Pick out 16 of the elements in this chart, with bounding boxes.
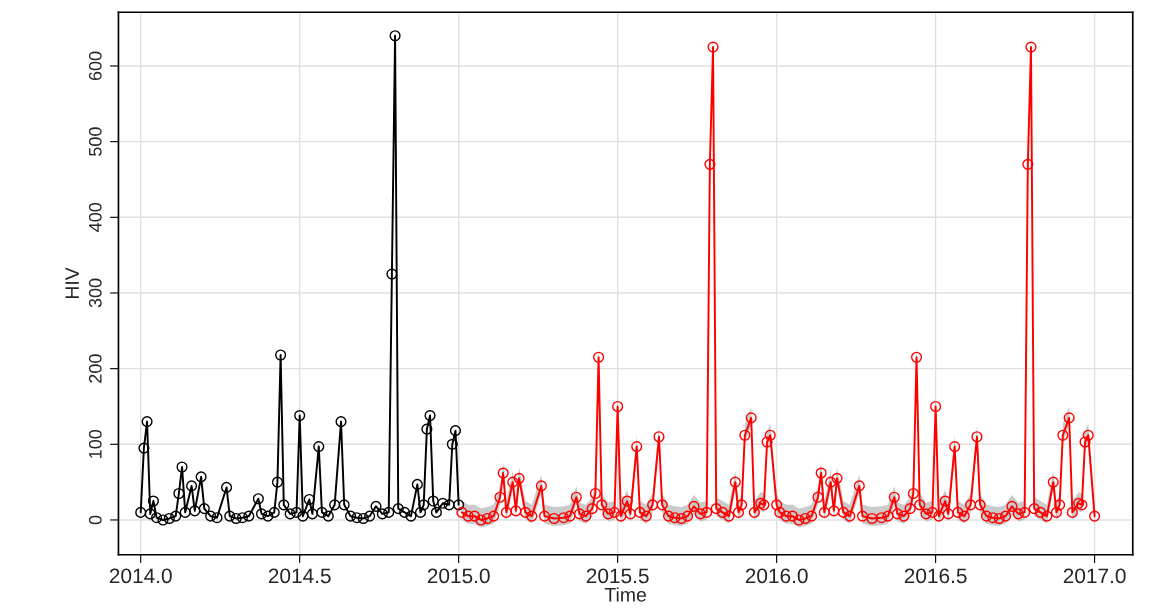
x-tick-label: 2014.5 (268, 568, 331, 584)
y-tick-label: 400 (88, 202, 102, 232)
y-tick-label: 200 (88, 354, 102, 383)
x-axis-title: Time (604, 587, 646, 602)
x-tick-label: 2015.5 (586, 568, 649, 584)
y-tick-label: 0 (88, 515, 102, 525)
x-tick-label: 2014.0 (109, 568, 172, 584)
x-tick-label: 2015.0 (427, 568, 490, 584)
y-axis-title: HIV (65, 267, 79, 299)
x-tick-label: 2016.5 (904, 568, 967, 584)
x-tick-label: 2016.0 (745, 568, 808, 584)
y-tick-label: 100 (88, 429, 102, 458)
y-tick-label: 500 (88, 127, 102, 156)
y-tick-label: 600 (88, 51, 102, 81)
y-tick-label: 300 (88, 278, 102, 308)
x-tick-label: 2017.0 (1063, 568, 1126, 584)
